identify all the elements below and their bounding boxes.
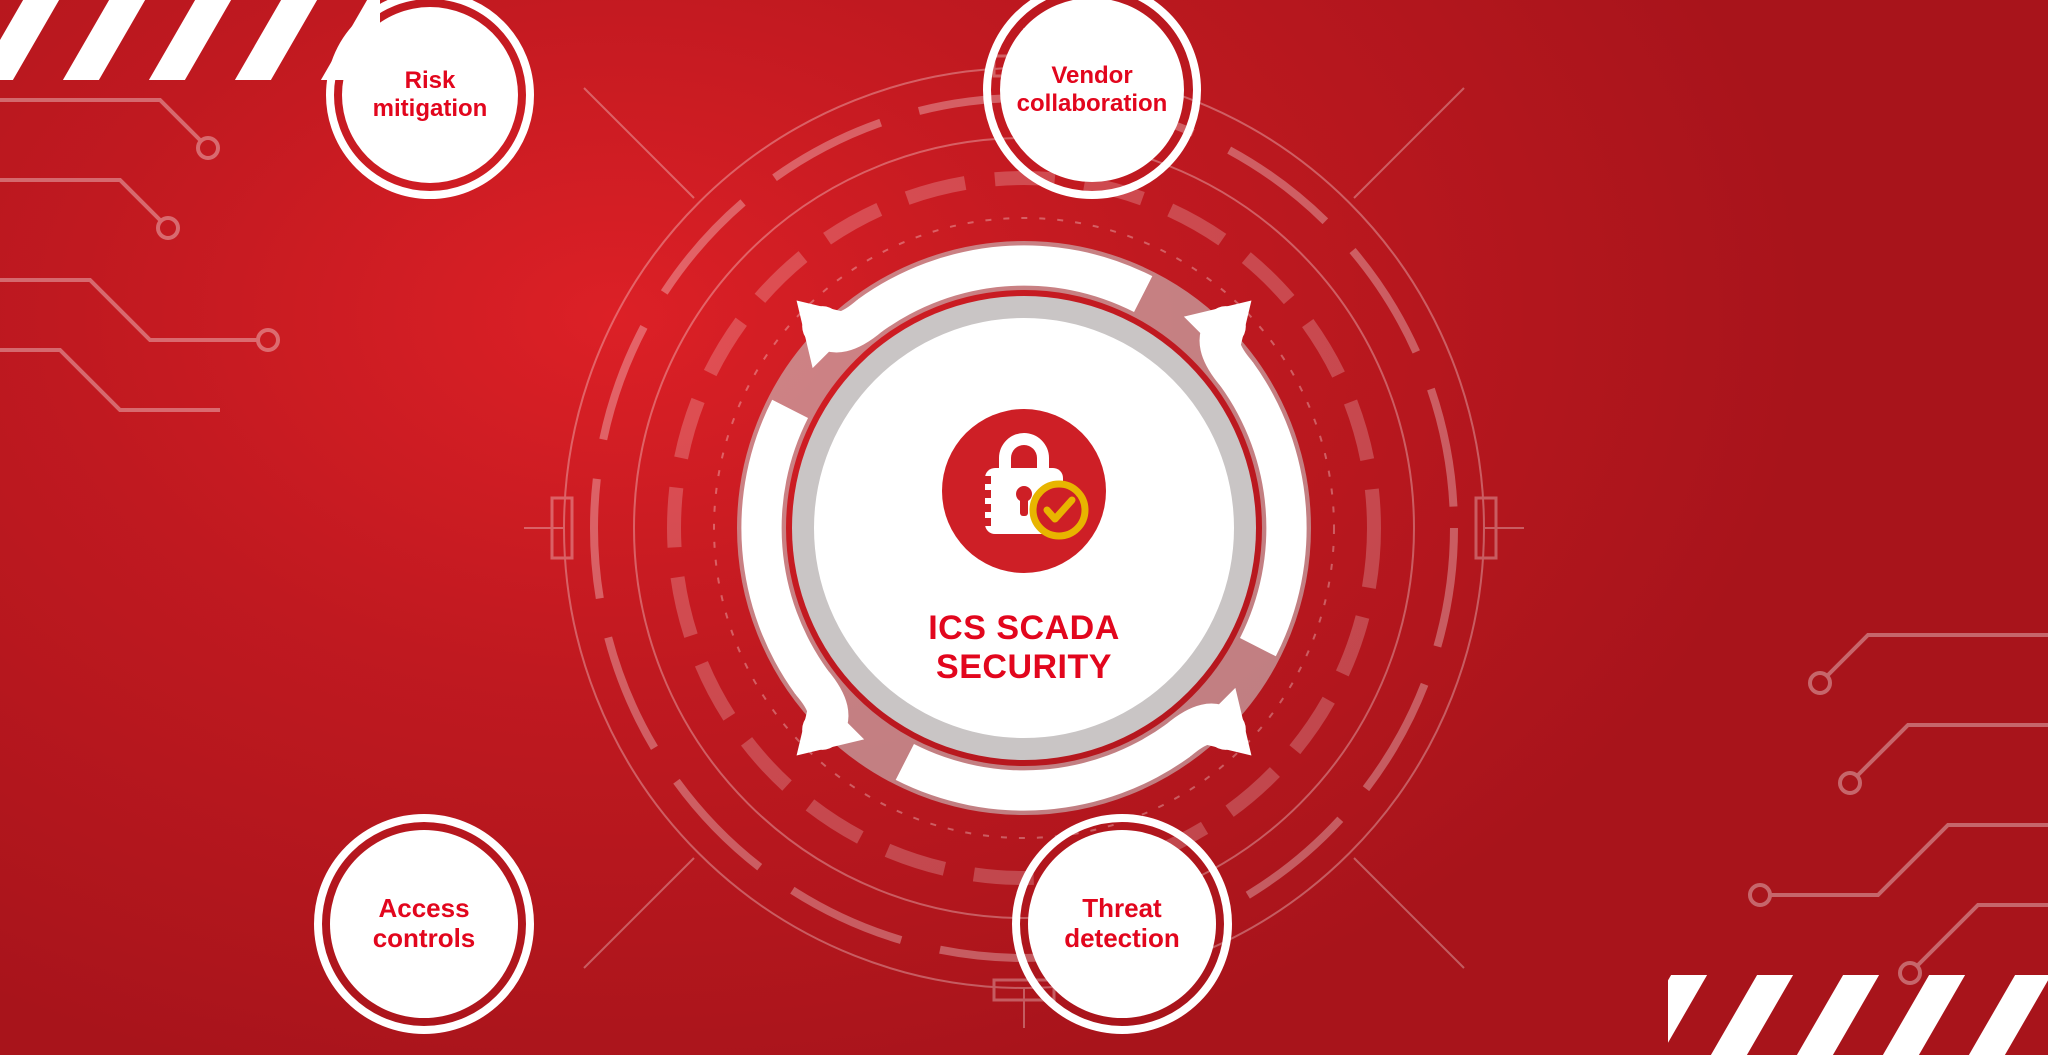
node-label-line2: mitigation [373, 95, 488, 122]
hazard-stripes-bottom-right [1668, 975, 2048, 1055]
node-label-line1: Vendor [1051, 62, 1132, 89]
node-label-line2: detection [1064, 923, 1180, 953]
infographic-canvas: ICS SCADA SECURITY RiskmitigationVendorc… [0, 0, 2048, 1055]
circuit-decoration-left [0, 60, 320, 480]
node-label-line1: Threat [1082, 893, 1161, 923]
node-label-line1: Access [378, 893, 469, 923]
node-label-line2: controls [373, 923, 476, 953]
center-title-line1: ICS SCADA [928, 609, 1120, 647]
node-vendor-collaboration: Vendorcollaboration [1000, 0, 1184, 182]
node-access-controls: Accesscontrols [330, 830, 518, 1018]
node-threat-detection: Threatdetection [1028, 830, 1216, 1018]
circuit-decoration-right [1688, 575, 2048, 995]
center-title-line2: SECURITY [936, 648, 1112, 686]
lock-check-icon [939, 406, 1109, 581]
center-hub: ICS SCADA SECURITY [814, 318, 1234, 738]
node-label-line2: collaboration [1017, 90, 1168, 117]
node-risk-mitigation: Riskmitigation [342, 7, 518, 183]
hazard-stripes-top-left [0, 0, 380, 80]
center-title: ICS SCADA SECURITY [928, 609, 1120, 687]
node-label-line1: Risk [405, 67, 456, 94]
